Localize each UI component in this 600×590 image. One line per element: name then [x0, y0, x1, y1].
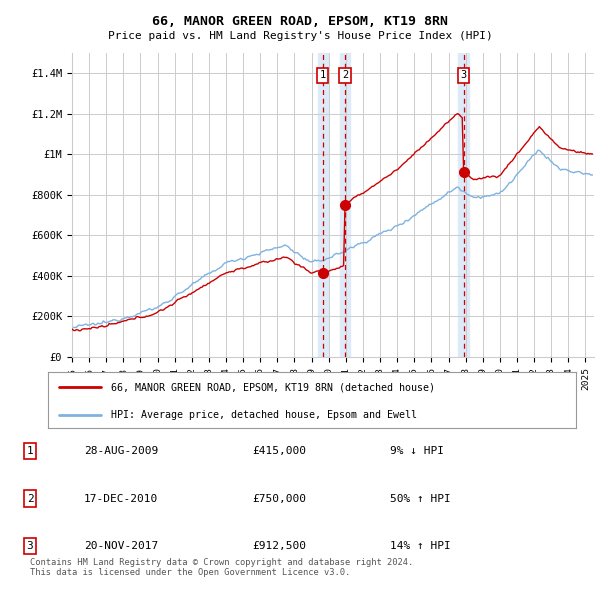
Text: 20-NOV-2017: 20-NOV-2017: [84, 541, 158, 550]
Text: 1: 1: [26, 447, 34, 456]
Text: HPI: Average price, detached house, Epsom and Ewell: HPI: Average price, detached house, Epso…: [112, 411, 418, 421]
Text: £912,500: £912,500: [252, 541, 306, 550]
Bar: [340, 53, 350, 357]
Text: Contains HM Land Registry data © Crown copyright and database right 2024.
This d: Contains HM Land Registry data © Crown c…: [30, 558, 413, 577]
Text: 3: 3: [460, 70, 467, 80]
Text: £415,000: £415,000: [252, 447, 306, 456]
Text: 17-DEC-2010: 17-DEC-2010: [84, 494, 158, 503]
Text: 3: 3: [26, 541, 34, 550]
Text: Price paid vs. HM Land Registry's House Price Index (HPI): Price paid vs. HM Land Registry's House …: [107, 31, 493, 41]
Text: £750,000: £750,000: [252, 494, 306, 503]
Bar: [317, 53, 328, 357]
Text: 66, MANOR GREEN ROAD, EPSOM, KT19 8RN (detached house): 66, MANOR GREEN ROAD, EPSOM, KT19 8RN (d…: [112, 382, 436, 392]
Text: 9% ↓ HPI: 9% ↓ HPI: [390, 447, 444, 456]
Text: 50% ↑ HPI: 50% ↑ HPI: [390, 494, 451, 503]
Text: 2: 2: [342, 70, 348, 80]
Text: 14% ↑ HPI: 14% ↑ HPI: [390, 541, 451, 550]
Text: 66, MANOR GREEN ROAD, EPSOM, KT19 8RN: 66, MANOR GREEN ROAD, EPSOM, KT19 8RN: [152, 15, 448, 28]
Text: 28-AUG-2009: 28-AUG-2009: [84, 447, 158, 456]
Bar: [458, 53, 469, 357]
Text: 2: 2: [26, 494, 34, 503]
Text: 1: 1: [320, 70, 326, 80]
